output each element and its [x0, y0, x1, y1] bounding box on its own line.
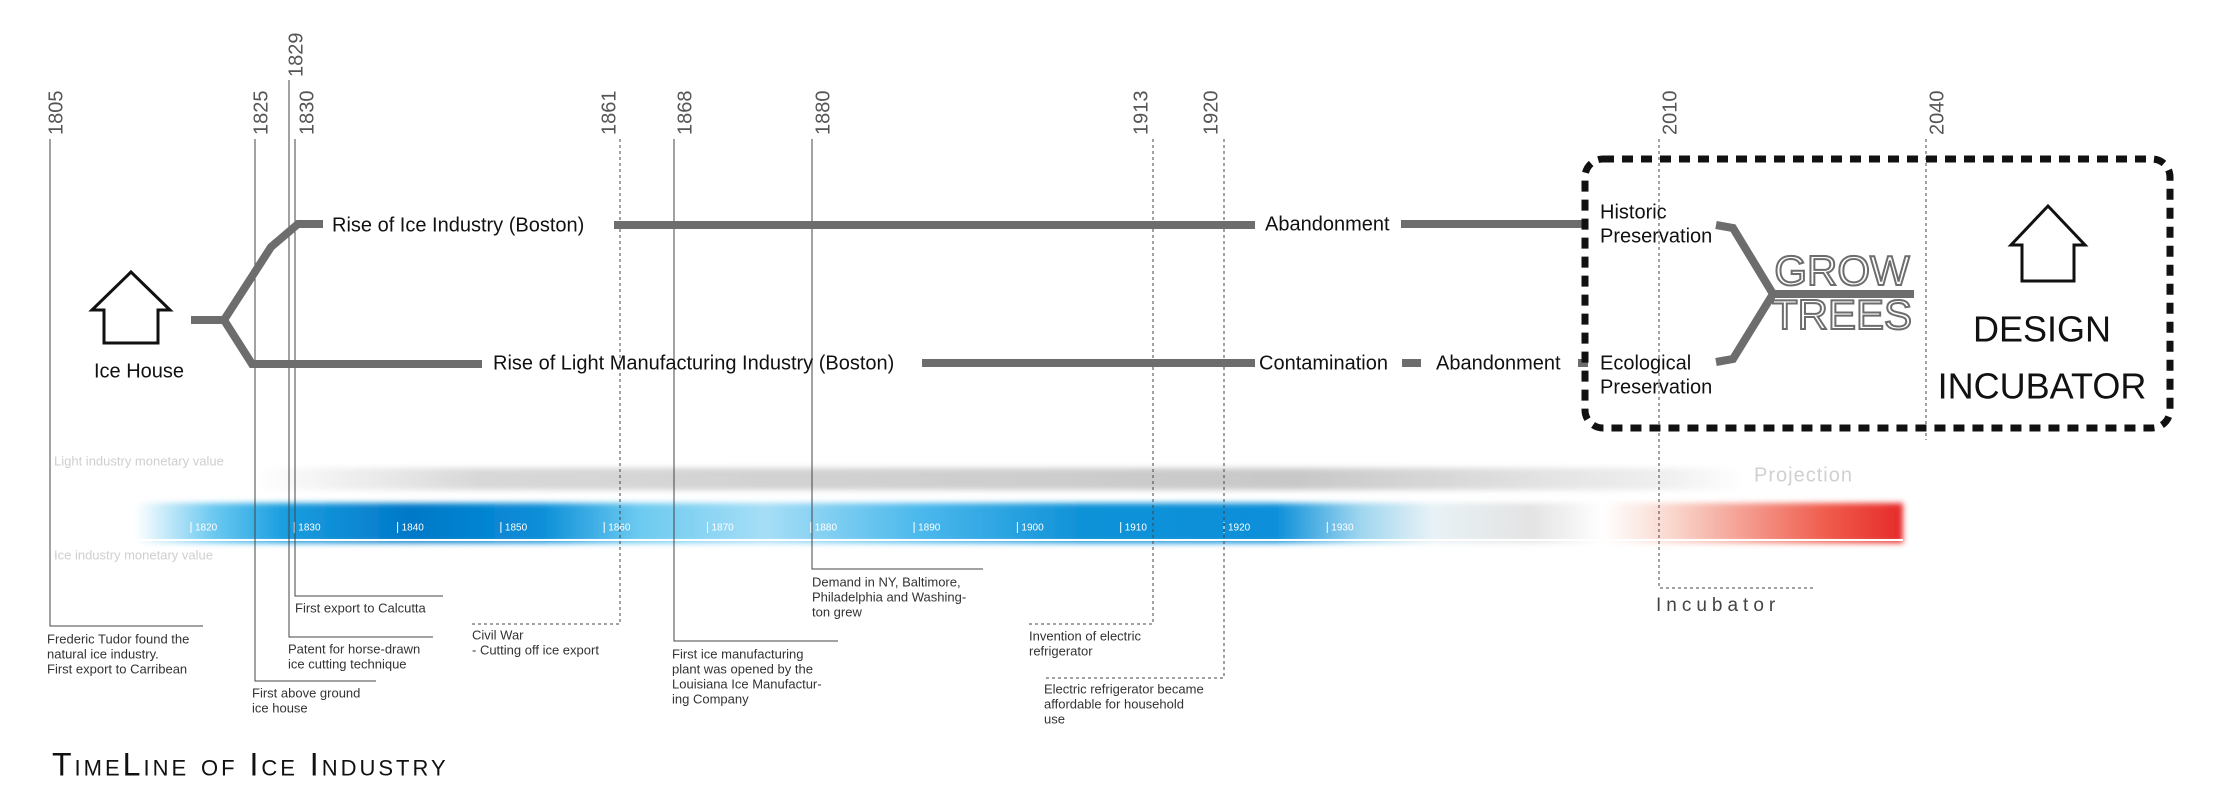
scale: 1820 1830 1840 1850 1860 1870 1880 1890 1900 1910… — [190, 522, 2181, 534]
incubator-house-icon — [2007, 203, 2089, 283]
incubator-frame — [1581, 155, 2174, 432]
event-note-line: affordable for household — [1044, 696, 1184, 711]
page-title: TimeLine of Ice Industry — [52, 746, 449, 782]
event-note-line: ing Company — [672, 691, 749, 706]
event-note-line: Civil War — [472, 627, 524, 642]
outcome-label: Ecological — [1600, 352, 1691, 374]
projection-label: Projection — [1754, 464, 1853, 486]
scale-label: 2010 — [2158, 523, 2181, 534]
leader — [472, 139, 621, 625]
scale-label: 1860 — [608, 523, 631, 534]
ice-label: Ice industry monetary value — [54, 547, 213, 562]
event-note-line: Frederic Tudor found the — [47, 631, 189, 646]
origin-label: Ice House — [94, 360, 184, 382]
scale-label: 1870 — [712, 523, 735, 534]
year-label: 2010 — [1659, 91, 1681, 136]
merge-label: GROW — [1774, 247, 1910, 294]
stage-label: Abandonment — [1265, 213, 1390, 235]
leader — [811, 139, 983, 570]
incubator-label: Incubator — [1656, 595, 1780, 616]
merge-label: TREES — [1772, 291, 1912, 338]
outcome-label: Preservation — [1600, 225, 1712, 247]
event-note-line: use — [1044, 711, 1065, 726]
branch-line — [1715, 291, 1777, 366]
outcome-label: Preservation — [1600, 376, 1712, 398]
event-note-line: Philadelphia and Washing- — [812, 589, 966, 604]
scale-label: 1920 — [1228, 523, 1251, 534]
event-note-line: plant was opened by the — [672, 661, 813, 676]
year-label: 1805 — [45, 91, 67, 136]
event-note-line: Louisiana Ice Manufactur- — [672, 676, 822, 691]
ice-house-icon — [88, 269, 174, 345]
event-note-line: ton grew — [812, 604, 862, 619]
light-label: Light industry monetary value — [54, 453, 224, 468]
event-note-line: Demand in NY, Baltimore, — [812, 574, 961, 589]
event-note-line: First export to Calcutta — [295, 600, 427, 615]
scale-label: 1820 — [195, 523, 218, 534]
year-label: 1868 — [674, 91, 696, 136]
leader — [288, 80, 433, 638]
leader — [1044, 139, 1225, 679]
light-industry-bar — [255, 468, 1744, 490]
year-label: 1913 — [1130, 91, 1152, 136]
leader — [1029, 139, 1154, 625]
scale-label: 1890 — [918, 523, 941, 534]
year-label: 1825 — [250, 91, 272, 136]
event-note-line: First export to Carribean — [47, 661, 187, 676]
leader — [254, 139, 376, 682]
event-note-line: Patent for horse-drawn — [288, 641, 420, 656]
event-note-line: First above ground — [252, 685, 360, 700]
scale-label: 1850 — [505, 523, 528, 534]
outcome-label: Historic — [1600, 201, 1667, 223]
event-note-line: ice house — [252, 700, 308, 715]
event-note-line: Electric refrigerator became — [1044, 681, 1204, 696]
event-note-line: - Cutting off ice export — [472, 642, 599, 657]
branch-label: Rise of Light Manufacturing Industry (Bo… — [493, 352, 894, 374]
leader — [673, 139, 838, 642]
stage-label: Contamination — [1259, 352, 1388, 374]
branch-label: Rise of Ice Industry (Boston) — [332, 214, 584, 236]
scale-label: 1840 — [402, 523, 425, 534]
scale-label: 1930 — [1331, 523, 1354, 534]
scale-label: 1900 — [1021, 523, 1044, 534]
scale-label: 1830 — [298, 523, 321, 534]
leader — [1658, 139, 1815, 589]
event-note-line: ice cutting technique — [288, 656, 407, 671]
year-label: 1829 — [285, 33, 307, 78]
event-note-line: Invention of electric — [1029, 628, 1142, 643]
year-label: 1830 — [296, 91, 318, 136]
year-label: 1861 — [598, 91, 620, 136]
event-note-line: First ice manufacturing — [672, 646, 804, 661]
year-label: 1880 — [812, 91, 834, 136]
branch-line — [1715, 221, 1914, 298]
event-note-line: refrigerator — [1029, 643, 1093, 658]
branch-line — [220, 317, 482, 368]
branch-line — [220, 220, 323, 323]
scale-label: 1910 — [1125, 523, 1148, 534]
leader — [294, 139, 443, 597]
destination-label: INCUBATOR — [1938, 366, 2147, 407]
year-label: 1920 — [1200, 91, 1222, 136]
event-note-line: natural ice industry. — [47, 646, 159, 661]
ice-industry-bar — [135, 503, 1903, 543]
destination-label: DESIGN — [1973, 309, 2111, 350]
scale-label: 1880 — [815, 523, 838, 534]
leader — [49, 139, 203, 627]
stage-label: Abandonment — [1436, 352, 1561, 374]
year-label: 2040 — [1926, 91, 1948, 136]
